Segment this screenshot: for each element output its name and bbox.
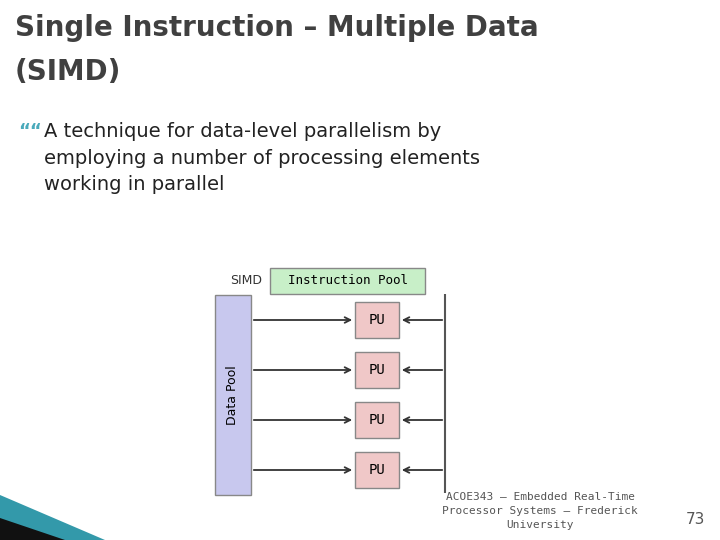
FancyBboxPatch shape bbox=[270, 268, 425, 294]
Text: Data Pool: Data Pool bbox=[227, 365, 240, 425]
Text: PU: PU bbox=[369, 413, 385, 427]
Text: (SIMD): (SIMD) bbox=[15, 58, 122, 86]
FancyBboxPatch shape bbox=[355, 402, 399, 438]
Polygon shape bbox=[0, 518, 65, 540]
Text: ““: ““ bbox=[18, 122, 42, 140]
Text: Instruction Pool: Instruction Pool bbox=[287, 274, 408, 287]
FancyBboxPatch shape bbox=[355, 452, 399, 488]
FancyBboxPatch shape bbox=[215, 295, 251, 495]
Polygon shape bbox=[0, 495, 105, 540]
Text: 73: 73 bbox=[685, 512, 705, 527]
FancyBboxPatch shape bbox=[355, 352, 399, 388]
Text: PU: PU bbox=[369, 463, 385, 477]
Text: A technique for data-level parallelism by
employing a number of processing eleme: A technique for data-level parallelism b… bbox=[44, 122, 480, 194]
FancyBboxPatch shape bbox=[355, 302, 399, 338]
Text: Single Instruction – Multiple Data: Single Instruction – Multiple Data bbox=[15, 14, 539, 42]
Text: PU: PU bbox=[369, 363, 385, 377]
Text: SIMD: SIMD bbox=[230, 274, 262, 287]
Text: ACOE343 – Embedded Real-Time
Processor Systems – Frederick
University: ACOE343 – Embedded Real-Time Processor S… bbox=[442, 492, 638, 530]
Text: PU: PU bbox=[369, 313, 385, 327]
